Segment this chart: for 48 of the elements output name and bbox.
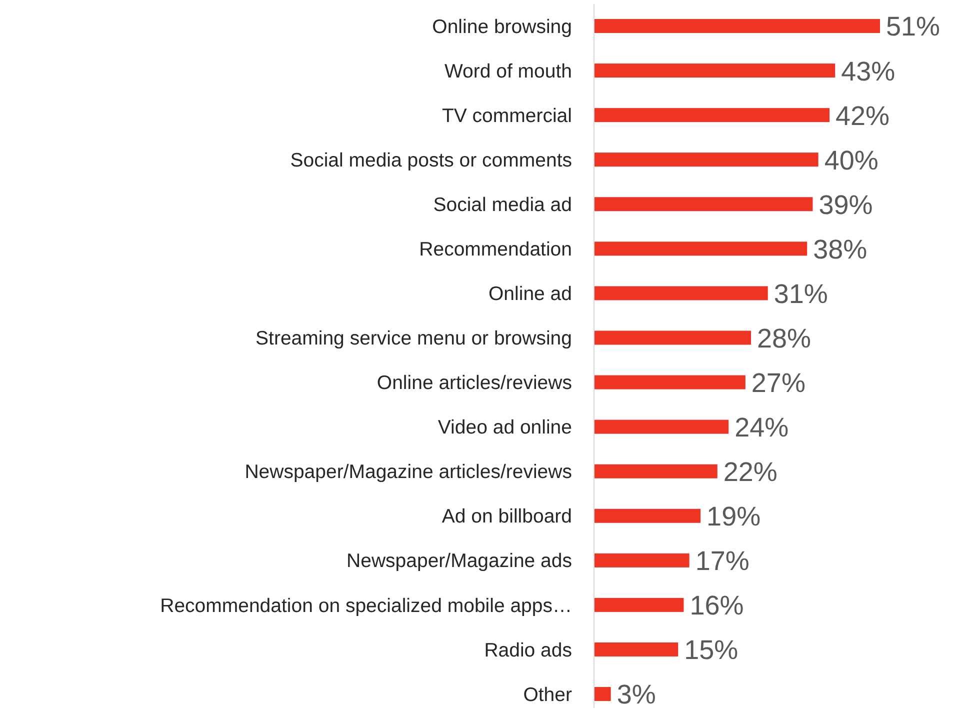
data-label: 24%	[734, 412, 789, 443]
data-label: 31%	[774, 278, 828, 309]
bar	[594, 330, 752, 345]
bar	[594, 553, 690, 568]
data-label: 38%	[813, 234, 868, 264]
bar	[594, 375, 746, 390]
bar	[594, 464, 718, 478]
bar	[594, 242, 808, 256]
y-tick-label: Online ad	[488, 283, 572, 306]
bar	[594, 642, 678, 656]
data-label: 19%	[706, 502, 761, 532]
bar	[594, 64, 836, 78]
y-tick-label: Video ad online	[438, 416, 572, 439]
y-tick-label: TV commercial	[442, 104, 572, 127]
data-label: 3%	[616, 680, 656, 709]
data-label: 16%	[690, 590, 744, 621]
y-tick-label: Newspaper/Magazine articles/reviews	[244, 461, 572, 484]
bar	[594, 152, 818, 167]
bar	[594, 19, 880, 33]
y-tick-label: Online browsing	[432, 16, 572, 38]
bar	[594, 286, 768, 300]
y-tick-label: Other	[523, 684, 572, 706]
data-label: 51%	[886, 12, 940, 42]
data-label: 40%	[824, 145, 878, 176]
data-label: 28%	[757, 323, 812, 354]
y-tick-label: Recommendation on specialized mobile apps…	[160, 594, 572, 617]
bar	[594, 197, 813, 212]
y-tick-label: Word of mouth	[444, 60, 572, 82]
bar	[594, 508, 701, 523]
y-tick-label: Ad on billboard	[442, 506, 572, 528]
data-label: 39%	[818, 190, 873, 220]
data-label: 42%	[836, 100, 890, 131]
data-label: 17%	[695, 546, 750, 576]
bar	[594, 420, 729, 434]
y-tick-label: Radio ads	[484, 639, 572, 662]
data-label: 43%	[841, 56, 896, 86]
y-tick-label: Streaming service menu or browsing	[256, 328, 572, 350]
bar	[594, 108, 830, 122]
data-label: 15%	[684, 635, 738, 666]
data-label: 27%	[751, 368, 806, 398]
y-tick-label: Social media ad	[433, 194, 572, 216]
y-tick-label: Social media posts or comments	[290, 149, 572, 172]
bar	[594, 598, 684, 612]
bar	[594, 687, 611, 701]
y-tick-label: Recommendation	[419, 238, 572, 260]
y-tick-label: Online articles/reviews	[376, 372, 572, 394]
data-label: 22%	[723, 457, 778, 488]
y-tick-label: Newspaper/Magazine ads	[346, 550, 572, 572]
